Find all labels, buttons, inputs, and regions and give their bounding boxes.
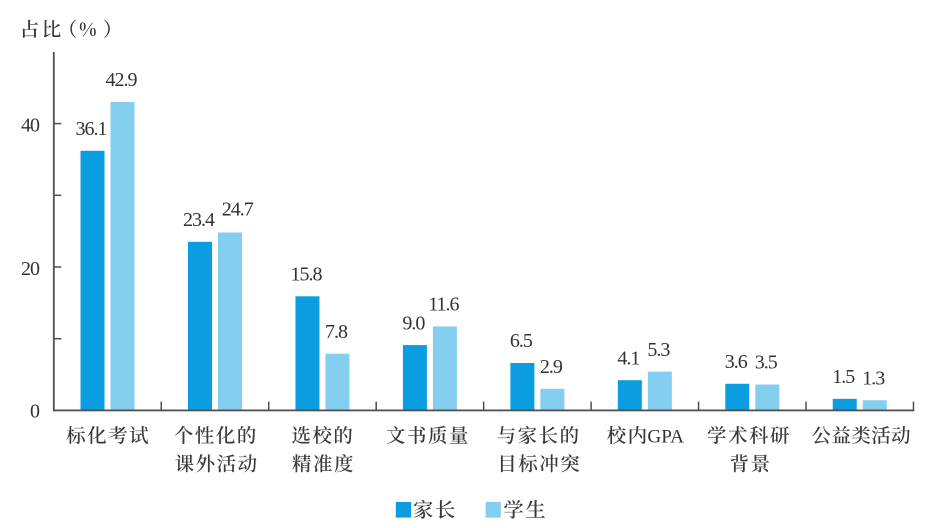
- svg-text:3.5: 3.5: [755, 352, 778, 374]
- svg-text:24.7: 24.7: [222, 198, 254, 220]
- svg-text:1.3: 1.3: [862, 367, 885, 389]
- svg-text:1.5: 1.5: [832, 366, 855, 388]
- svg-text:23.4: 23.4: [183, 209, 215, 231]
- svg-text:20: 20: [21, 258, 40, 280]
- svg-text:40: 40: [21, 115, 40, 137]
- svg-text:9.0: 9.0: [402, 312, 425, 334]
- svg-text:36.1: 36.1: [76, 118, 107, 140]
- svg-text:4.1: 4.1: [617, 347, 639, 369]
- svg-text:2.9: 2.9: [540, 356, 563, 378]
- svg-text:3.6: 3.6: [725, 351, 748, 373]
- svg-text:5.3: 5.3: [647, 339, 670, 361]
- svg-text:0: 0: [30, 401, 40, 423]
- svg-text:6.5: 6.5: [510, 330, 533, 352]
- svg-text:42.9: 42.9: [106, 69, 138, 91]
- svg-text:11.6: 11.6: [428, 294, 459, 316]
- svg-text:GPA: GPA: [647, 426, 684, 447]
- svg-text:7.8: 7.8: [325, 321, 348, 343]
- svg-text:15.8: 15.8: [290, 264, 322, 286]
